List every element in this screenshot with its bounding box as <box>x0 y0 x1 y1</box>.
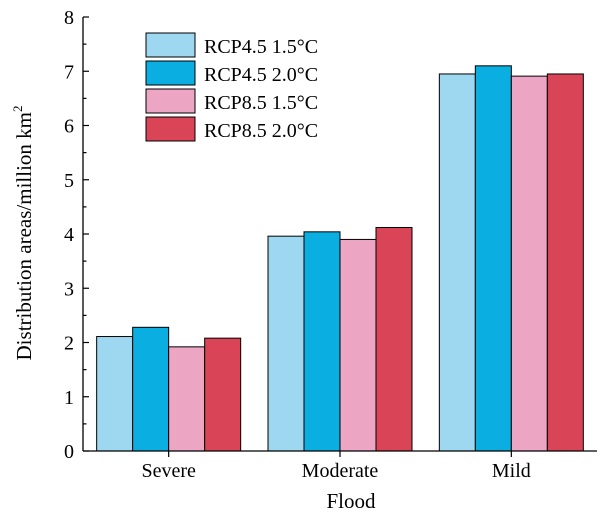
bar-mild-series-3 <box>510 75 548 452</box>
legend-label: RCP4.5 2.0°C <box>204 64 318 86</box>
bar-severe-series-4 <box>204 337 242 452</box>
legend-swatch <box>145 60 196 86</box>
y-tick-label: 5 <box>64 170 74 192</box>
bar-moderate-series-4 <box>375 226 413 452</box>
y-tick-label: 3 <box>64 278 74 300</box>
legend-label: RCP4.5 1.5°C <box>204 36 318 58</box>
y-tick-label: 1 <box>64 387 74 409</box>
bar-severe-series-2 <box>132 326 170 452</box>
bar-mild-series-2 <box>474 65 512 452</box>
legend-label: RCP8.5 2.0°C <box>204 120 318 142</box>
bar-mild-series-4 <box>546 73 584 452</box>
y-axis-label-superscript: 2 <box>10 106 25 113</box>
bar-moderate-series-3 <box>339 238 377 452</box>
legend: RCP4.5 1.5°C RCP4.5 2.0°C RCP8.5 1.5°C RCP8… <box>145 32 318 142</box>
y-tick-label: 8 <box>64 7 74 29</box>
bar-moderate-series-1 <box>267 235 305 452</box>
y-axis-label-text: Distribution areas/million km <box>12 112 36 360</box>
legend-swatch <box>145 32 196 58</box>
x-tick-label: Severe <box>141 460 196 482</box>
x-tick-label: Moderate <box>302 460 379 482</box>
x-ticks-layer: Severe Moderate Mild <box>141 451 531 482</box>
x-tick-label: Mild <box>492 460 531 482</box>
y-tick-label: 4 <box>64 224 74 246</box>
legend-label: RCP8.5 1.5°C <box>204 92 318 114</box>
bar-severe-series-1 <box>96 336 134 452</box>
y-tick-label: 2 <box>64 333 74 355</box>
y-ticks-layer: 0 1 2 3 4 5 6 7 8 <box>64 7 89 463</box>
bar-severe-series-3 <box>168 346 206 452</box>
legend-swatch <box>145 88 196 114</box>
x-axis-label: Flood <box>326 489 376 513</box>
bars-layer <box>96 65 584 452</box>
y-tick-label: 0 <box>64 441 74 463</box>
bar-moderate-series-2 <box>303 231 341 452</box>
y-tick-label: 7 <box>64 61 74 83</box>
y-axis-label: Distribution areas/million km2 <box>10 106 36 361</box>
legend-swatch <box>145 116 196 142</box>
bar-mild-series-1 <box>438 73 476 452</box>
y-tick-label: 6 <box>64 116 74 138</box>
